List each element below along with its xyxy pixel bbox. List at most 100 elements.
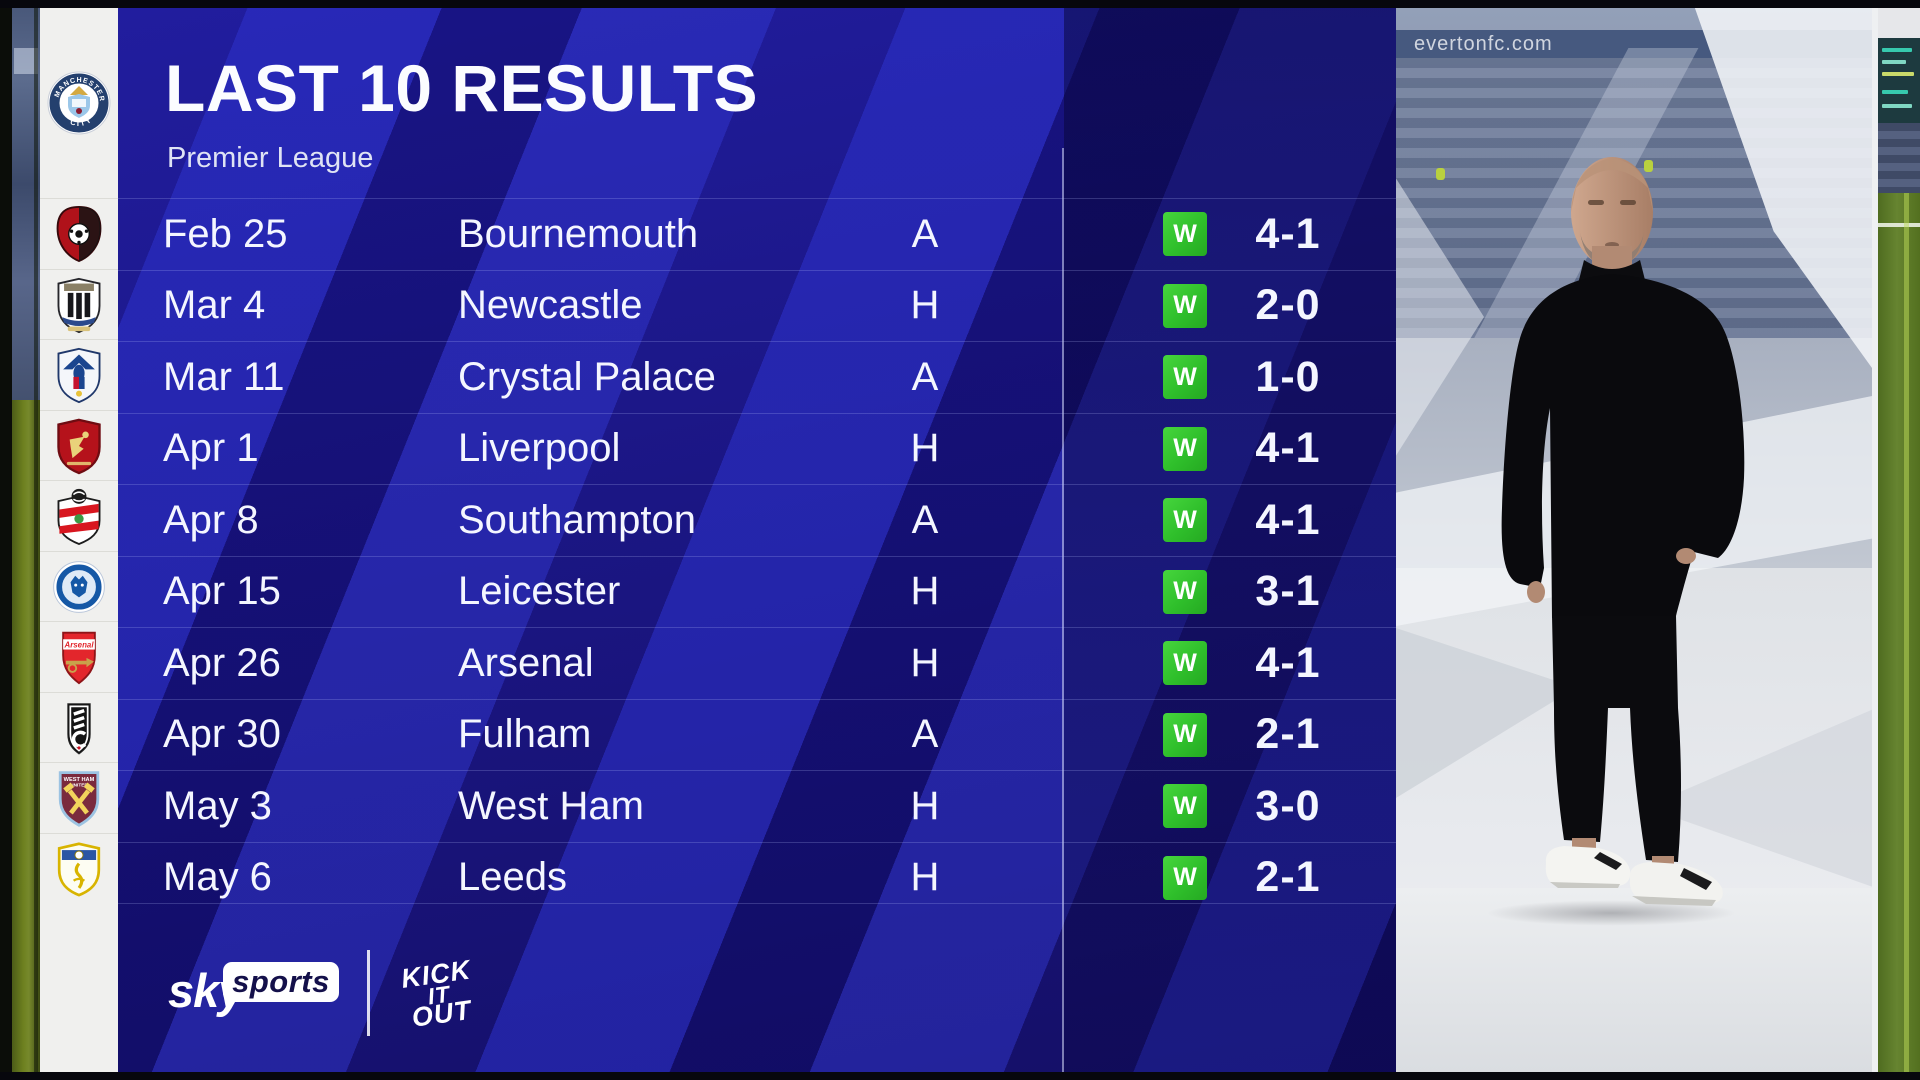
club-crest-rail: MANCHESTER CITY bbox=[40, 8, 118, 1072]
right-strip-sky bbox=[1878, 8, 1920, 38]
result-row: Apr 1 Liverpool H W 4-1 bbox=[118, 412, 1396, 485]
win-badge: W bbox=[1163, 283, 1207, 328]
panel-edge-seam bbox=[1872, 8, 1878, 1072]
match-date: May 6 bbox=[163, 855, 272, 900]
win-badge: W bbox=[1163, 712, 1207, 757]
win-badge: W bbox=[1163, 498, 1207, 542]
opponent-name: Southampton bbox=[458, 497, 696, 542]
opponent-name: Leicester bbox=[458, 569, 621, 614]
right-strip-stand bbox=[1878, 123, 1920, 193]
opponent-crest-bournemouth bbox=[40, 198, 118, 270]
result-row: Mar 11 Crystal Palace A W 1-0 bbox=[118, 341, 1396, 413]
right-strip-highlight bbox=[1904, 193, 1909, 1072]
home-away-indicator: H bbox=[910, 426, 940, 471]
opponent-crest-liverpool bbox=[40, 409, 118, 482]
left-strip-edge-line bbox=[34, 8, 38, 1072]
win-badge: W bbox=[1163, 355, 1207, 399]
match-date: Apr 26 bbox=[163, 640, 281, 685]
results-panel: LAST 10 RESULTS Premier League Feb 25 Bo… bbox=[118, 8, 1396, 1072]
opponent-crest-newcastle bbox=[40, 268, 118, 341]
steward-figure bbox=[1644, 160, 1653, 172]
result-row: Mar 4 Newcastle H W 2-0 bbox=[118, 269, 1396, 342]
man-city-crest: MANCHESTER CITY bbox=[47, 71, 111, 135]
home-away-indicator: H bbox=[910, 569, 940, 614]
win-badge: W bbox=[1163, 641, 1207, 685]
right-strip-pitch bbox=[1878, 193, 1920, 1072]
win-badge: W bbox=[1163, 212, 1207, 256]
match-date: Apr 8 bbox=[163, 497, 259, 542]
match-score: 2-0 bbox=[1255, 281, 1321, 330]
match-score: 4-1 bbox=[1255, 424, 1321, 473]
match-date: Mar 4 bbox=[163, 283, 266, 328]
opponent-name: West Ham bbox=[458, 783, 644, 828]
win-badge: W bbox=[1163, 855, 1207, 900]
bottom-border bbox=[0, 1072, 1920, 1080]
opponent-name: Newcastle bbox=[458, 283, 643, 328]
home-away-indicator: A bbox=[911, 497, 939, 542]
right-strip-scoreboard bbox=[1878, 38, 1920, 123]
match-score: 4-1 bbox=[1255, 209, 1321, 258]
right-strip-pitch-line bbox=[1878, 223, 1920, 227]
top-border bbox=[0, 0, 1920, 8]
left-black-border bbox=[0, 8, 12, 1072]
kick-it-out-word-3: OUT bbox=[409, 994, 474, 1034]
page-title: LAST 10 RESULTS bbox=[165, 51, 759, 125]
match-date: Apr 15 bbox=[163, 569, 281, 614]
right-screen-strip bbox=[1878, 8, 1920, 1072]
result-row: Apr 15 Leicester H W 3-1 bbox=[118, 555, 1396, 628]
result-row: Apr 8 Southampton A W 4-1 bbox=[118, 484, 1396, 556]
svg-text:UNITED: UNITED bbox=[70, 783, 88, 788]
home-away-indicator: A bbox=[911, 712, 939, 757]
studio-floor bbox=[1396, 888, 1872, 1072]
match-score: 2-1 bbox=[1255, 710, 1321, 759]
result-row: Apr 30 Fulham A W 2-1 bbox=[118, 698, 1396, 771]
match-date: Apr 30 bbox=[163, 712, 281, 757]
opponent-crest-leicester bbox=[40, 550, 118, 623]
win-badge: W bbox=[1163, 569, 1207, 614]
home-away-indicator: H bbox=[910, 783, 940, 828]
stadium-banner-text: evertonfc.com bbox=[1414, 32, 1553, 55]
result-row: May 6 Leeds H W 2-1 bbox=[118, 841, 1396, 914]
opponent-name: Liverpool bbox=[458, 426, 621, 471]
home-away-indicator: H bbox=[910, 283, 940, 328]
left-screen-strip bbox=[0, 8, 40, 1072]
score-column-shade bbox=[1064, 8, 1396, 1072]
svg-text:Arsenal: Arsenal bbox=[63, 641, 94, 650]
sky-sports-logo-text: sports bbox=[232, 964, 330, 999]
opponent-name: Leeds bbox=[458, 855, 567, 900]
kick-it-out-logo: KICK IT OUT bbox=[390, 943, 488, 1046]
match-score: 3-0 bbox=[1255, 781, 1321, 830]
opponent-crest-palace bbox=[40, 339, 118, 411]
match-score: 4-1 bbox=[1255, 495, 1321, 544]
match-date: Mar 11 bbox=[163, 354, 285, 399]
opponent-name: Fulham bbox=[458, 712, 592, 757]
match-date: Apr 1 bbox=[163, 426, 259, 471]
opponent-crest-fulham bbox=[40, 691, 118, 764]
match-score: 3-1 bbox=[1255, 567, 1321, 616]
steward-figure bbox=[1436, 168, 1445, 180]
manager-photo-panel: evertonfc.com bbox=[1396, 8, 1872, 1072]
table-bottom-rule bbox=[118, 903, 1396, 904]
score-column-divider bbox=[1062, 148, 1064, 1072]
result-row: May 3 West Ham H W 3-0 bbox=[118, 770, 1396, 842]
opponent-name: Arsenal bbox=[458, 640, 594, 685]
opponent-name: Crystal Palace bbox=[458, 354, 716, 399]
home-away-indicator: H bbox=[910, 855, 940, 900]
home-away-indicator: A bbox=[911, 211, 939, 256]
opponent-name: Bournemouth bbox=[458, 211, 699, 256]
opponent-crest-westham: WEST HAM UNITED bbox=[40, 762, 118, 834]
opponent-crest-arsenal: Arsenal bbox=[40, 621, 118, 693]
match-score: 4-1 bbox=[1255, 638, 1321, 687]
match-score: 1-0 bbox=[1255, 352, 1321, 401]
match-date: May 3 bbox=[163, 783, 272, 828]
home-away-indicator: H bbox=[910, 640, 940, 685]
result-row: Apr 26 Arsenal H W 4-1 bbox=[118, 627, 1396, 699]
win-badge: W bbox=[1163, 426, 1207, 471]
competition-subtitle: Premier League bbox=[167, 142, 374, 174]
match-score: 2-1 bbox=[1255, 853, 1321, 902]
club-crest-manchester-city: MANCHESTER CITY bbox=[40, 8, 118, 198]
home-away-indicator: A bbox=[911, 354, 939, 399]
opponent-crest-leeds bbox=[40, 832, 118, 905]
manager-figure bbox=[1501, 157, 1745, 906]
